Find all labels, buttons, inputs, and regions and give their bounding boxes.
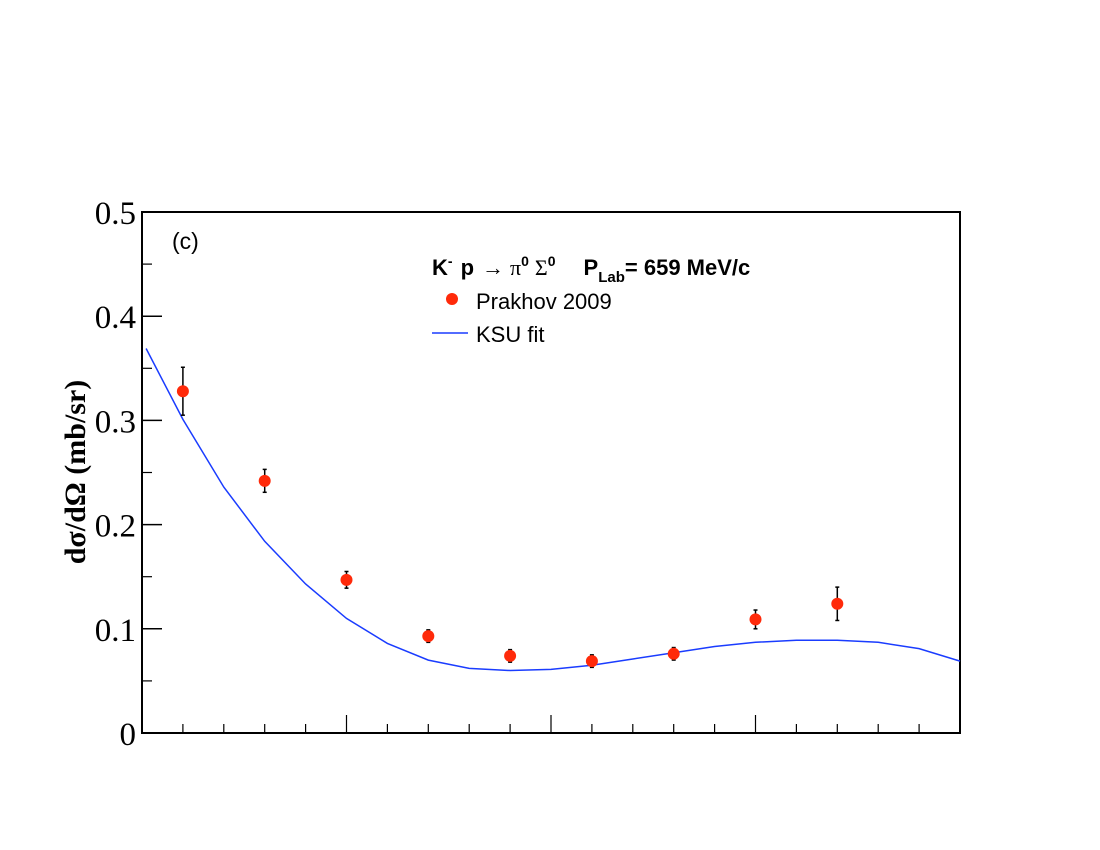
reaction-kaon: K [432, 255, 448, 280]
reaction-arrow: → [482, 255, 504, 280]
data-point [585, 655, 598, 668]
reaction-proton: p [461, 255, 474, 280]
reaction-title: K-p → π0 Σ0 PLab= 659 MeV/c [432, 253, 750, 286]
reaction-pion-charge: 0 [521, 253, 529, 269]
reaction-sigma-charge: 0 [548, 253, 556, 269]
axis-ticks [142, 211, 920, 734]
legend: Prakhov 2009 KSU fit [432, 289, 612, 347]
data-point [176, 385, 189, 398]
reaction-kaon-charge: - [448, 253, 453, 269]
plab-value: = 659 MeV/c [625, 255, 750, 280]
data-points [176, 366, 844, 669]
data-point [667, 647, 680, 660]
reaction-sigma: Σ [535, 255, 548, 280]
data-point [258, 474, 271, 487]
y-axis-label: dσ/dΩ (mb/sr) [59, 380, 92, 565]
y-tick-label: 0.2 [95, 509, 136, 545]
plab-symbol: P [584, 255, 599, 280]
y-tick-label: 0.1 [95, 613, 136, 649]
data-point [831, 597, 844, 610]
y-tick-label: 0.3 [95, 404, 136, 440]
y-tick-label: 0.5 [95, 196, 136, 232]
plab-subscript: Lab [598, 269, 625, 286]
ksu-fit-curve [145, 348, 961, 672]
y-tick-labels: 0 0.1 0.2 0.3 0.4 0.5 [95, 196, 136, 753]
y-tick-label: 0.4 [95, 300, 136, 336]
data-point [504, 649, 517, 662]
legend-marker-data [446, 293, 458, 305]
data-point [422, 630, 435, 643]
y-tick-label: 0 [120, 717, 137, 753]
data-point [340, 573, 353, 586]
legend-label-fit: KSU fit [476, 322, 544, 347]
legend-label-data: Prakhov 2009 [476, 289, 612, 314]
data-point [749, 613, 762, 626]
reaction-pion: π [510, 255, 521, 280]
panel-label: (c) [172, 228, 199, 254]
